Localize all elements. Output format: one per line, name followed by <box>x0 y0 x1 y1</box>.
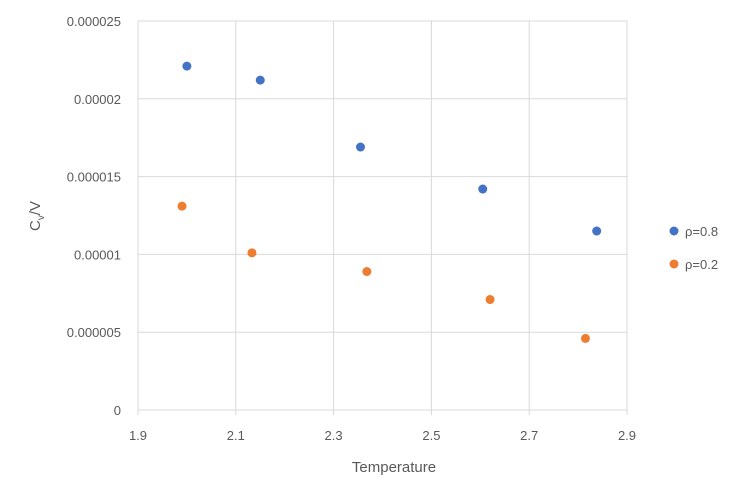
data-point-series-0 <box>355 142 365 152</box>
data-point-series-1 <box>362 267 372 277</box>
x-tick-label: 2.9 <box>618 428 636 443</box>
data-point-series-1 <box>485 295 495 305</box>
y-axis-ticks: 0 0.000005 0.00001 0.000015 0.00002 0.000025 <box>67 14 121 418</box>
legend-marker-rho-0-2 <box>669 259 679 269</box>
y-tick-label: 0 <box>114 403 121 418</box>
x-tick-label: 2.7 <box>520 428 538 443</box>
legend-label-rho-0-2: ρ=0.2 <box>685 257 718 272</box>
x-tick-label: 2.3 <box>325 428 343 443</box>
data-point-series-1 <box>247 248 257 258</box>
y-axis-title-main: C <box>27 220 44 231</box>
y-tick-label: 0.000025 <box>67 14 121 29</box>
y-tick-label: 0.00001 <box>74 247 121 262</box>
data-points <box>177 61 602 343</box>
gridlines <box>137 20 628 415</box>
x-axis-ticks: 1.9 2.1 2.3 2.5 2.7 2.9 <box>129 428 636 443</box>
x-axis-title: Temperature <box>352 459 436 476</box>
data-point-series-1 <box>177 201 187 211</box>
data-point-series-0 <box>478 184 488 194</box>
legend: ρ=0.8 ρ=0.2 <box>669 224 718 272</box>
data-point-series-0 <box>255 75 265 85</box>
x-tick-label: 1.9 <box>129 428 147 443</box>
y-tick-label: 0.000005 <box>67 325 121 340</box>
y-tick-label: 0.000015 <box>67 170 121 185</box>
data-point-series-1 <box>580 333 590 343</box>
data-point-series-0 <box>182 61 192 71</box>
y-axis-title: Cv/V <box>27 201 47 231</box>
y-axis-title-sub: v <box>36 215 47 220</box>
legend-label-rho-0-8: ρ=0.8 <box>685 224 718 239</box>
y-axis-title-tail: /V <box>27 201 44 215</box>
y-tick-label: 0.00002 <box>74 92 121 107</box>
x-tick-label: 2.5 <box>422 428 440 443</box>
data-point-series-0 <box>592 226 602 236</box>
x-tick-label: 2.1 <box>227 428 245 443</box>
legend-marker-rho-0-8 <box>669 226 679 236</box>
